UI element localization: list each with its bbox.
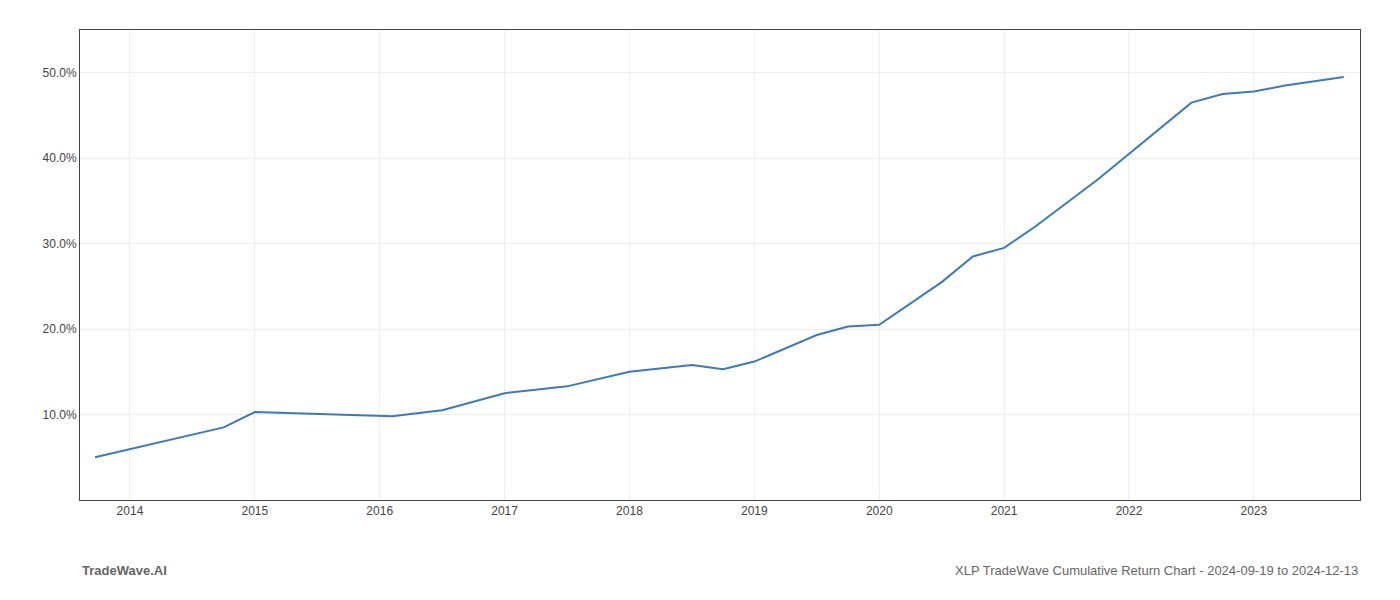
- svg-text:2021: 2021: [991, 504, 1018, 518]
- svg-text:2022: 2022: [1116, 504, 1143, 518]
- svg-text:20.0%: 20.0%: [43, 322, 77, 336]
- svg-text:2020: 2020: [866, 504, 893, 518]
- svg-text:2023: 2023: [1240, 504, 1267, 518]
- svg-text:2014: 2014: [117, 504, 144, 518]
- svg-text:XLP TradeWave Cumulative Retur: XLP TradeWave Cumulative Return Chart - …: [955, 563, 1358, 578]
- svg-text:50.0%: 50.0%: [43, 66, 77, 80]
- svg-text:TradeWave.AI: TradeWave.AI: [82, 563, 167, 578]
- svg-text:2017: 2017: [491, 504, 518, 518]
- svg-text:30.0%: 30.0%: [43, 237, 77, 251]
- svg-text:2019: 2019: [741, 504, 768, 518]
- svg-text:10.0%: 10.0%: [43, 408, 77, 422]
- svg-text:40.0%: 40.0%: [43, 151, 77, 165]
- svg-text:2018: 2018: [616, 504, 643, 518]
- svg-text:2016: 2016: [366, 504, 393, 518]
- svg-text:2015: 2015: [241, 504, 268, 518]
